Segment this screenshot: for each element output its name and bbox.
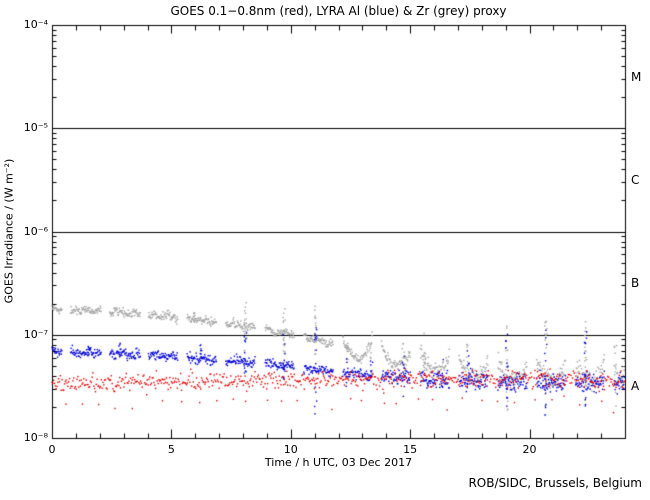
chart-title: GOES 0.1−0.8nm (red), LYRA Al (blue) & Z… — [170, 4, 507, 18]
y-tick-label: 10⁻⁸ — [23, 431, 48, 444]
credit-text: ROB/SIDC, Brussels, Belgium — [468, 476, 642, 490]
x-tick-label: 20 — [522, 443, 537, 456]
x-tick-label: 15 — [403, 443, 418, 456]
y-tick-label: 10⁻⁵ — [23, 121, 48, 135]
flare-class-label: B — [631, 276, 640, 291]
x-tick-label: 10 — [283, 443, 298, 456]
x-tick-label: 5 — [167, 443, 175, 456]
flare-class-label: A — [631, 379, 640, 394]
y-tick-label: 10⁻⁷ — [23, 327, 48, 341]
x-axis-label: Time / h UTC, 03 Dec 2017 — [264, 456, 413, 469]
x-tick-label: 0 — [48, 443, 56, 456]
flare-class-label: M — [631, 69, 642, 84]
flare-class-label: C — [631, 172, 640, 187]
y-tick-label: 10⁻⁴ — [23, 18, 48, 31]
y-tick-label: 10⁻⁶ — [23, 224, 48, 238]
